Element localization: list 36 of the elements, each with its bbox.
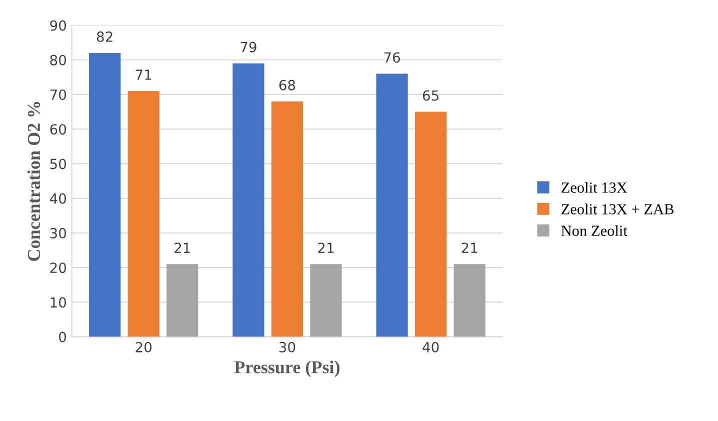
data-label: 21 [318,242,334,253]
data-label: 68 [279,80,296,90]
bar [89,52,121,337]
bar [415,112,447,337]
x-tick-label: 40 [422,342,439,352]
bar [271,101,303,337]
x-axis-title: Pressure (Psi) [234,360,340,378]
data-label: 65 [422,90,438,101]
y-tick-label: 80 [50,54,66,66]
y-tick-label: 0 [59,332,66,342]
y-tick-label: 20 [50,262,66,274]
bar [376,74,408,337]
x-tick-label: 30 [279,342,296,352]
legend-label: Zeolit 13X [562,182,628,193]
data-label: 76 [384,52,400,63]
legend-label: Non Zeolit [561,225,628,236]
data-label: 82 [96,31,112,42]
bar [232,63,264,337]
y-tick-label: 10 [50,297,66,308]
y-tick-label: 90 [50,20,66,31]
bar [310,264,342,337]
data-label: 21 [462,242,478,253]
bar [166,264,198,337]
y-tick-label: 70 [50,89,66,100]
x-tick-label: 20 [136,342,152,352]
data-label: 79 [240,42,256,52]
bar [454,264,486,337]
y-tick-label: 60 [50,124,66,135]
legend-label: Zeolit 13X + ZAB [562,204,674,214]
data-label: 71 [136,70,152,80]
y-axis-title: Concentration O2 % [27,102,40,261]
y-tick-label: 30 [50,228,66,238]
y-tick-label: 50 [50,158,66,170]
y-tick-label: 40 [50,193,66,204]
bar [128,91,160,337]
data-label: 21 [174,242,190,253]
